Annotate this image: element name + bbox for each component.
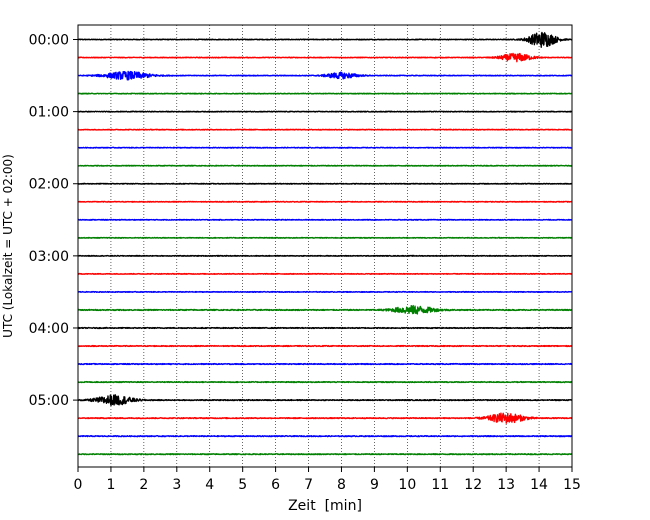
x-tick-label: 5 xyxy=(238,477,247,493)
x-tick-label: 0 xyxy=(74,477,83,493)
trace-row-00:15 xyxy=(77,52,573,63)
x-tick-label: 11 xyxy=(431,477,449,493)
y-tick-label: 03:00 xyxy=(29,249,69,265)
trace-row-01:30 xyxy=(77,146,573,149)
trace-row-03:00 xyxy=(77,254,573,257)
trace-row-03:15 xyxy=(77,272,573,275)
x-tick-label: 12 xyxy=(464,477,482,493)
trace-row-02:45 xyxy=(77,236,573,239)
y-tick-label: 01:00 xyxy=(29,105,69,121)
trace-row-04:45 xyxy=(77,380,573,384)
x-axis-label: Zeit [min] xyxy=(288,498,362,514)
x-tick-label: 13 xyxy=(497,477,515,493)
y-tick-label: 04:00 xyxy=(29,321,69,337)
x-axis: 0 1 2 3 4 5 6 7 8 9 10 11 12 13 14 15 xyxy=(74,467,581,493)
trace-row-02:15 xyxy=(77,200,573,203)
x-tick-label: 8 xyxy=(337,477,346,493)
trace-row-05:00 xyxy=(77,394,573,407)
x-tick-label: 9 xyxy=(370,477,379,493)
y-tick-label: 00:00 xyxy=(29,33,69,49)
y-tick-label: 02:00 xyxy=(29,177,69,193)
trace-row-01:45 xyxy=(77,164,573,167)
x-tick-label: 15 xyxy=(563,477,581,493)
trace-row-02:00 xyxy=(77,182,573,185)
x-tick-label: 3 xyxy=(172,477,181,493)
trace-row-05:45 xyxy=(77,453,573,456)
trace-row-00:00 xyxy=(77,31,573,48)
y-axis: 00:00 01:00 02:00 03:00 04:00 05:00 xyxy=(29,33,78,409)
plot-frame xyxy=(77,24,573,468)
trace-row-04:00 xyxy=(77,326,573,330)
trace-row-05:15 xyxy=(77,412,573,424)
y-axis-label: UTC (Lokalzeit = UTC + 02:00) xyxy=(1,154,15,338)
x-tick-label: 7 xyxy=(304,477,313,493)
trace-rows xyxy=(77,31,573,456)
trace-row-05:30 xyxy=(77,435,573,438)
trace-row-01:15 xyxy=(77,128,573,131)
trace-row-04:30 xyxy=(77,362,573,366)
trace-row-01:00 xyxy=(77,110,573,113)
trace-row-04:15 xyxy=(77,344,573,348)
x-tick-label: 10 xyxy=(398,477,416,493)
x-tick-label: 2 xyxy=(139,477,148,493)
trace-row-03:45 xyxy=(77,304,573,315)
trace-row-00:45 xyxy=(77,92,573,95)
x-tick-label: 14 xyxy=(530,477,548,493)
trace-row-02:30 xyxy=(77,218,573,221)
x-tick-label: 4 xyxy=(205,477,214,493)
trace-row-03:30 xyxy=(77,290,573,293)
x-tick-label: 1 xyxy=(106,477,115,493)
trace-row-00:30 xyxy=(77,70,573,81)
x-tick-label: 6 xyxy=(271,477,280,493)
y-tick-label: 05:00 xyxy=(29,393,69,409)
